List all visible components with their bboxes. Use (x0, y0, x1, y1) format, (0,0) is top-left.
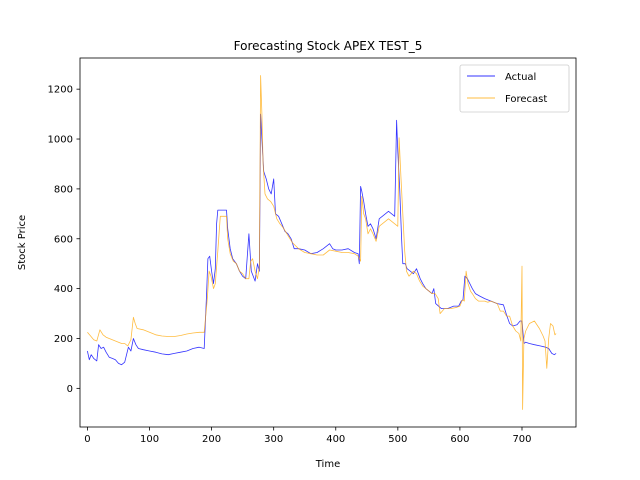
plot-frame (79, 57, 577, 428)
y-tick-label: 600 (54, 234, 73, 245)
x-tick-label: 100 (140, 434, 159, 445)
x-tick-label: 500 (388, 434, 407, 445)
series-line-forecast (87, 75, 557, 410)
x-axis: 0 100 200 300 400 500 600 700 (84, 427, 532, 445)
x-axis-title: Time (315, 459, 340, 470)
legend-label-forecast: Forecast (505, 94, 547, 105)
y-axis: 0 200 400 600 800 1000 1200 (48, 85, 80, 395)
y-tick-label: 0 (67, 384, 73, 395)
x-tick-label: 400 (326, 434, 345, 445)
y-tick-label: 1000 (48, 135, 73, 146)
x-tick-label: 200 (202, 434, 221, 445)
x-tick-label: 300 (264, 434, 283, 445)
y-tick-label: 800 (54, 184, 73, 195)
x-tick-label: 700 (512, 434, 531, 445)
x-tick-label: 0 (84, 434, 90, 445)
series-layer (87, 75, 557, 410)
legend-label-actual: Actual (505, 72, 536, 83)
x-tick-label: 600 (450, 434, 469, 445)
y-tick-label: 400 (54, 284, 73, 295)
legend: Actual Forecast (459, 64, 570, 113)
y-axis-title: Stock Price (17, 215, 28, 270)
series-line-actual (87, 113, 557, 366)
legend-box (459, 64, 570, 113)
chart-title: Forecasting Stock APEX TEST_5 (234, 39, 423, 53)
y-tick-label: 200 (54, 334, 73, 345)
y-tick-label: 1200 (48, 85, 73, 96)
